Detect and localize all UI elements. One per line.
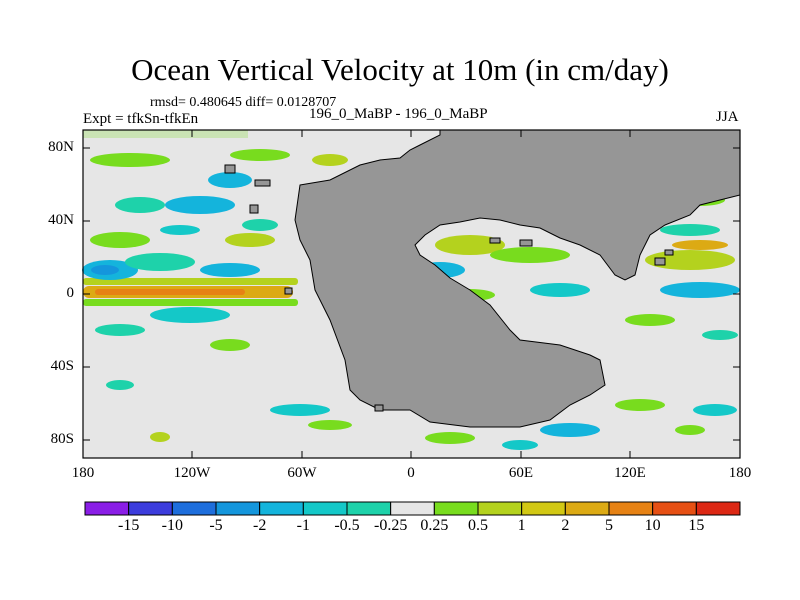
patch [106, 380, 134, 390]
lat-ticks [83, 147, 740, 441]
center-label: 196_0_MaBP - 196_0_MaBP [309, 106, 488, 122]
colorbar-label: -0.5 [334, 517, 360, 534]
top-margin [83, 130, 248, 138]
colorbar-label: 1 [517, 517, 526, 534]
colorbar-swatch [652, 501, 697, 516]
colorbar-swatch [477, 501, 523, 516]
patch [160, 225, 200, 235]
colorbar-label: 15 [688, 517, 705, 534]
lat-label-80n: 80N [48, 139, 74, 155]
island [664, 249, 674, 256]
patch [210, 339, 250, 351]
lon-label-60w: 60W [287, 465, 317, 481]
lon-ticks [191, 130, 631, 458]
patch [660, 224, 720, 236]
lat-label-40n: 40N [48, 212, 74, 228]
lat-label-40s: 40S [50, 358, 74, 374]
patch [675, 425, 705, 435]
patch [660, 282, 740, 298]
experiment-label: Expt = tfkSn-tfkEn [83, 111, 199, 127]
lon-label-120w: 120W [173, 465, 211, 481]
colorbar-swatch [84, 501, 130, 516]
lon-label-0: 0 [407, 465, 415, 481]
patch [530, 283, 590, 297]
patch [91, 265, 119, 275]
land [224, 129, 741, 428]
lat-label-80s: 80S [50, 431, 74, 447]
patch [90, 153, 170, 167]
colorbar-label: 0.25 [420, 517, 449, 534]
patch [308, 420, 352, 430]
lat-label-0: 0 [66, 285, 75, 301]
colorbar-label: -15 [117, 517, 140, 534]
patch [150, 307, 230, 323]
colorbar-swatch [521, 501, 566, 516]
plot-title: Ocean Vertical Velocity at 10m (in cm/da… [131, 52, 669, 87]
island [284, 287, 293, 295]
island [224, 164, 236, 174]
colorbar-swatch [608, 501, 654, 516]
lon-label-60e: 60E [508, 465, 534, 481]
colorbar-label: -5 [209, 517, 223, 534]
patch [312, 154, 348, 166]
island [519, 239, 533, 247]
patch [502, 440, 538, 450]
colorbar-swatch [171, 501, 217, 516]
colorbar-swatch [259, 501, 304, 516]
patch [115, 197, 165, 213]
colorbar-swatch [215, 501, 261, 516]
colorbar-swatch [433, 501, 479, 516]
patch [693, 404, 737, 416]
season-label: JJA [716, 109, 739, 125]
patch [435, 235, 505, 255]
patch [225, 233, 275, 247]
patch [83, 278, 298, 285]
colorbar-label: 5 [605, 517, 613, 534]
patch [672, 240, 728, 250]
patch [270, 404, 330, 416]
island [489, 237, 501, 244]
patch [125, 253, 195, 271]
patch [702, 330, 738, 340]
island [374, 404, 384, 412]
colorbar-swatch [302, 501, 348, 516]
stats-text: rmsd= 0.480645 diff= 0.0128707 [150, 95, 337, 110]
patch [95, 289, 245, 295]
colorbar-label: -0.25 [373, 517, 408, 534]
colorbar-label: -1 [296, 517, 310, 534]
colorbar [84, 501, 741, 516]
island [654, 257, 666, 266]
patch [242, 219, 278, 231]
patch [165, 196, 235, 214]
colorbar-label: 2 [561, 517, 570, 534]
lon-label-180e: 180 [728, 465, 752, 481]
patch [540, 423, 600, 437]
lon-label-120e: 120E [614, 465, 646, 481]
colorbar-swatch [695, 501, 741, 516]
patch [230, 149, 290, 161]
island [254, 179, 271, 187]
colorbar-swatch [390, 501, 435, 516]
patch [95, 324, 145, 336]
patch [150, 432, 170, 442]
island [249, 204, 259, 214]
colorbar-label: 0.5 [468, 517, 488, 534]
patch [625, 314, 675, 326]
patch [425, 432, 475, 444]
lon-label-180w: 180 [71, 465, 95, 481]
colorbar-label: -10 [161, 517, 183, 534]
patch [90, 232, 150, 248]
colorbar-swatch [564, 501, 610, 516]
colorbar-swatch [128, 501, 173, 516]
colorbar-swatch [346, 501, 392, 516]
patch [83, 299, 298, 306]
colorbar-label: -2 [252, 517, 267, 534]
colorbar-label: 10 [644, 517, 661, 534]
patch [208, 172, 252, 188]
patch [490, 247, 570, 263]
patch [615, 399, 665, 411]
patch [200, 263, 260, 277]
